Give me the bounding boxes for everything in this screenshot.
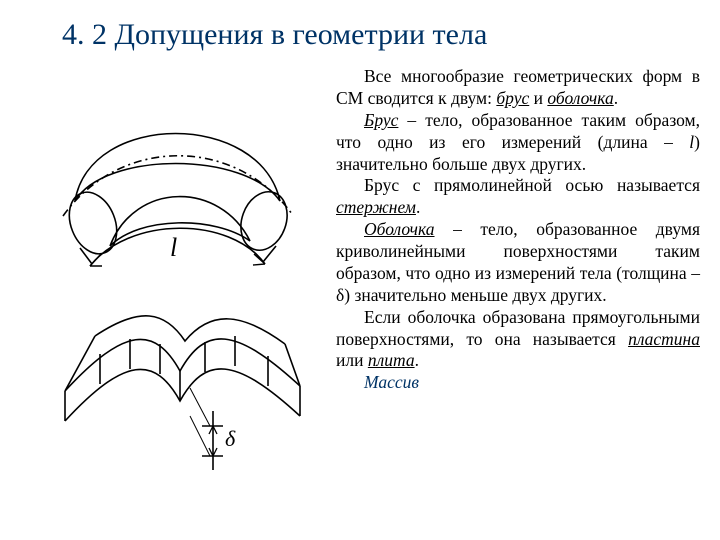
para-5: Если оболочка образована прямоугольными … [336,307,700,373]
term-obolochka-def: Оболочка [364,219,435,239]
content-row: l [0,66,720,506]
label-delta: δ [225,426,236,451]
para-2: Брус – тело, образованное таким образом,… [336,110,700,176]
term-brus: брус [496,88,529,108]
term-massiv: Массив [364,372,419,392]
t: и [529,88,547,108]
term-sterzhen: стержнем [336,197,416,217]
page-title: 4. 2 Допущения в геометрии тела [0,0,720,52]
geometry-diagram: l [30,66,330,506]
term-brus-def: Брус [364,110,398,130]
term-obolochka: оболочка [547,88,613,108]
term-plita: плита [368,350,415,370]
label-l: l [170,233,177,262]
para-3: Брус с прямолинейной осью называется сте… [336,175,700,219]
diagram-column: l [30,66,330,506]
t: или [336,350,368,370]
para-1: Все многообразие геометрических форм в С… [336,66,700,110]
term-plastina: пластина [628,329,700,349]
para-4: Оболочка – тело, образованное двумя крив… [336,219,700,307]
t: . [614,88,618,108]
t: . [415,350,419,370]
t: Брус с прямолинейной осью называется [364,175,700,195]
para-6: Массив [336,372,700,394]
t: . [416,197,420,217]
text-column: Все многообразие геометрических форм в С… [330,66,700,506]
